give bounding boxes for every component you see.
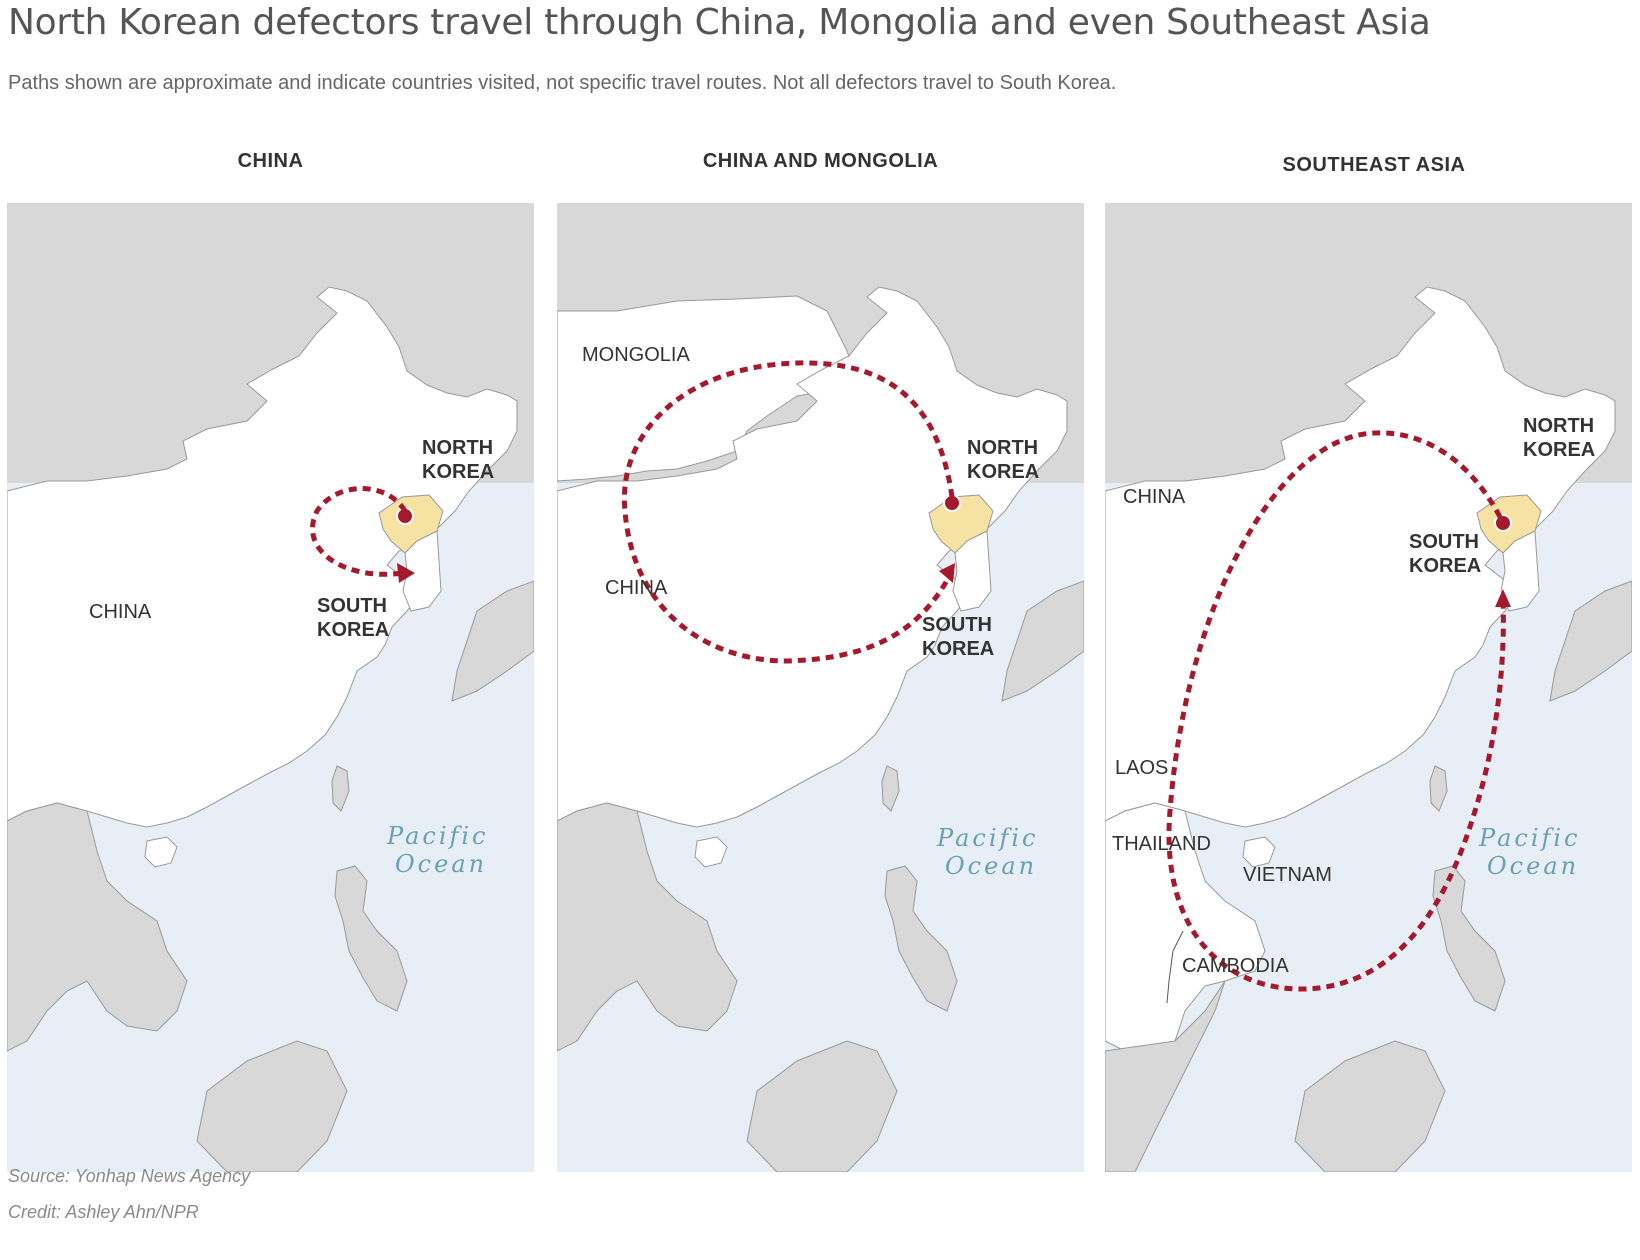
label-ocean-2: Ocean <box>1487 852 1579 880</box>
north-korea-marker <box>1494 514 1512 532</box>
label-ocean-1: Pacific <box>1478 824 1581 852</box>
label-south-1: SOUTH <box>922 614 992 636</box>
north-korea-marker <box>943 494 961 512</box>
label-ocean-1: Pacific <box>386 822 489 850</box>
panel-title-china-mongolia: CHINA AND MONGOLIA <box>702 150 939 172</box>
label-north-1: NORTH <box>1523 415 1594 437</box>
label-north-1: NORTH <box>422 437 493 459</box>
label-north-2: KOREA <box>1523 439 1595 461</box>
label-south-2: KOREA <box>922 638 994 660</box>
label-china: CHINA <box>1123 486 1186 508</box>
label-north-2: KOREA <box>967 461 1039 483</box>
label-china: CHINA <box>89 601 152 623</box>
map-china-mongolia: MONGOLIA CHINA NORTH KOREA SOUTH KOREA P… <box>557 203 1084 1172</box>
label-north-2: KOREA <box>422 461 494 483</box>
label-cambodia: CAMBODIA <box>1182 955 1289 977</box>
label-ocean-2: Ocean <box>945 852 1037 880</box>
route-arrowhead <box>397 563 415 583</box>
label-thailand: THAILAND <box>1112 833 1211 855</box>
route-arrowhead <box>939 563 955 583</box>
label-laos: LAOS <box>1115 757 1168 779</box>
label-north-1: NORTH <box>967 437 1038 459</box>
label-south-1: SOUTH <box>1409 531 1479 553</box>
route-china <box>310 486 408 577</box>
label-south-2: KOREA <box>1409 555 1481 577</box>
route-southeast-asia <box>1166 430 1506 992</box>
label-vietnam: VIETNAM <box>1243 864 1332 886</box>
label-mongolia: MONGOLIA <box>582 344 690 366</box>
page-subtitle: Paths shown are approximate and indicate… <box>8 72 1117 94</box>
map-southeast-asia: CHINA LAOS THAILAND VIETNAM CAMBODIA NOR… <box>1105 203 1632 1172</box>
panel-title-southeast-asia: SOUTHEAST ASIA <box>1282 154 1466 176</box>
panel-title-china: CHINA <box>237 150 304 172</box>
label-ocean-1: Pacific <box>936 824 1039 852</box>
route-arrowhead <box>1495 589 1511 607</box>
credit-note: Credit: Ashley Ahn/NPR <box>8 1202 199 1222</box>
map-china: CHINA NORTH KOREA SOUTH KOREA Pacific Oc… <box>7 203 534 1172</box>
label-china: CHINA <box>605 577 668 599</box>
page-title: North Korean defectors travel through Ch… <box>8 2 1431 43</box>
source-note: Source: Yonhap News Agency <box>8 1166 251 1186</box>
label-ocean-2: Ocean <box>395 850 487 878</box>
label-south-1: SOUTH <box>317 595 387 617</box>
label-south-2: KOREA <box>317 619 389 641</box>
